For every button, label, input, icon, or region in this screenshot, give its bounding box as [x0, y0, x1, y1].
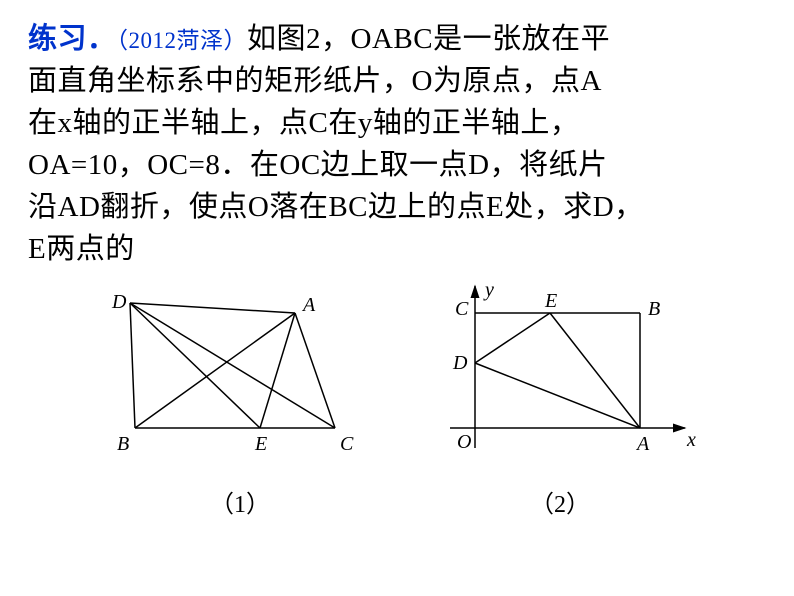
- figure-1-caption: （1）: [210, 484, 270, 519]
- svg-text:B: B: [117, 433, 129, 455]
- svg-text:C: C: [340, 433, 354, 455]
- svg-text:A: A: [635, 433, 650, 455]
- figure-2: x y O C E B D A （2）: [420, 278, 700, 519]
- problem-source: （2012菏泽）: [117, 28, 248, 53]
- problem-text: 练习．（2012菏泽）如图2，OABC是一张放在平 面直角坐标系中的矩形纸片，O…: [0, 0, 794, 270]
- figure-2-svg: x y O C E B D A: [420, 278, 700, 478]
- line3: 在x轴的正半轴上，点C在y轴的正半轴上，: [28, 107, 579, 139]
- svg-text:D: D: [452, 352, 468, 374]
- svg-text:B: B: [648, 298, 660, 320]
- svg-text:C: C: [455, 298, 469, 320]
- svg-text:E: E: [544, 290, 557, 312]
- figure-1-svg: D A B E C: [100, 278, 380, 478]
- line1: 如图2，OABC是一张放在平: [247, 23, 610, 55]
- svg-text:D: D: [111, 291, 127, 313]
- svg-text:O: O: [457, 431, 471, 453]
- svg-text:A: A: [301, 294, 316, 316]
- line2: 面直角坐标系中的矩形纸片，O为原点，点A: [28, 65, 602, 97]
- figures-container: D A B E C （1） x y O C E B D A （2）: [0, 278, 794, 519]
- line4: OA=10，OC=8．在OC边上取一点D，将纸片: [28, 149, 608, 181]
- figure-1: D A B E C （1）: [100, 278, 380, 519]
- problem-label: 练习．: [28, 23, 117, 55]
- svg-text:x: x: [686, 429, 696, 451]
- line6: E两点的: [28, 233, 135, 265]
- line5: 沿AD翻折，使点O落在BC边上的点E处，求D，: [28, 191, 644, 223]
- svg-text:y: y: [483, 279, 494, 301]
- svg-text:E: E: [254, 433, 267, 455]
- figure-2-caption: （2）: [530, 484, 590, 519]
